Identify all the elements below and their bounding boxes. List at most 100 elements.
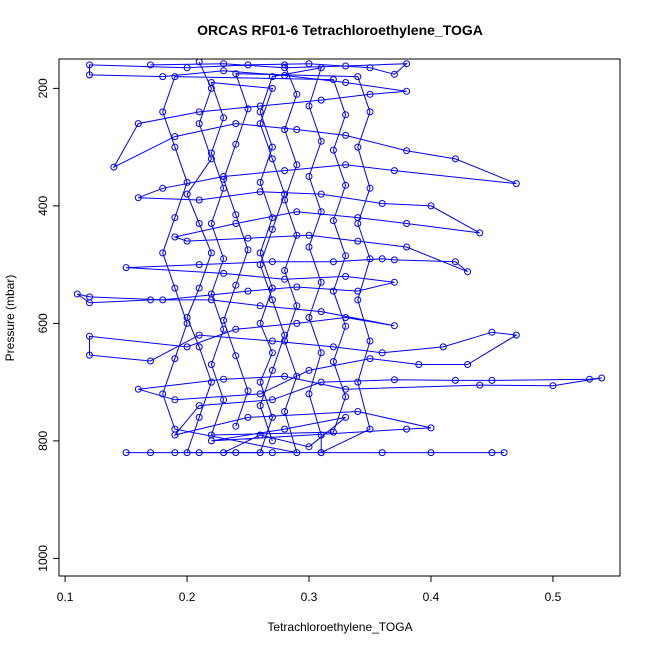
data-point [354, 378, 362, 386]
data-point [232, 281, 240, 289]
data-point [342, 252, 350, 260]
data-point [403, 147, 411, 155]
data-point [171, 143, 179, 151]
data-point [366, 184, 374, 192]
data-point [244, 413, 252, 421]
data-point [293, 126, 301, 133]
data-point [305, 102, 313, 110]
data-point [268, 413, 276, 421]
data-point [134, 120, 142, 128]
data-point [317, 208, 325, 216]
data-point [256, 249, 264, 257]
data-point [268, 84, 276, 92]
data-point [183, 449, 191, 457]
data-point [488, 449, 496, 457]
series-line [186, 61, 371, 454]
data-point [293, 372, 301, 380]
data-point [244, 61, 252, 69]
data-point [195, 343, 203, 351]
data-point [329, 217, 337, 225]
data-point [366, 90, 374, 98]
data-point [366, 355, 374, 363]
data-point [305, 366, 313, 374]
data-point [171, 133, 179, 141]
data-point [86, 61, 93, 69]
data-point [232, 325, 240, 333]
data-point [86, 351, 93, 359]
data-point [464, 361, 472, 368]
data-point [451, 376, 459, 384]
data-point [305, 60, 313, 68]
data-point [317, 190, 325, 198]
data-point [293, 449, 301, 457]
data-point [464, 268, 472, 276]
data-point [390, 167, 398, 175]
data-point [329, 76, 337, 84]
data-point [403, 220, 411, 227]
data-point [293, 90, 301, 98]
data-point [342, 111, 350, 119]
data-point [268, 337, 276, 345]
data-point [171, 284, 179, 292]
data-point [329, 428, 337, 436]
data-point [378, 200, 386, 207]
data-point [268, 258, 276, 266]
data-point [342, 322, 350, 330]
y-tick-label: 200 [36, 78, 50, 98]
data-point [207, 431, 215, 439]
data-point [244, 246, 252, 254]
data-point [512, 331, 520, 339]
data-point [317, 278, 325, 286]
data-point [378, 255, 386, 263]
data-point [256, 319, 264, 327]
data-point [366, 64, 374, 72]
data-point [342, 62, 350, 70]
y-axis-label: Pressure (mbar) [3, 275, 17, 362]
data-point [256, 261, 264, 269]
data-point [220, 396, 228, 404]
data-point [159, 296, 167, 304]
data-point [342, 413, 350, 421]
data-point [220, 255, 228, 263]
data-point [403, 60, 411, 68]
data-point [207, 79, 215, 86]
data-point [598, 374, 606, 382]
data-point [244, 234, 252, 242]
data-point [378, 449, 386, 457]
plot-frame [58, 58, 621, 577]
data-point [147, 296, 154, 304]
data-point [439, 343, 447, 351]
data-point [268, 284, 276, 292]
data-point [220, 269, 228, 277]
data-point [378, 349, 386, 357]
y-tick-label: 800 [36, 431, 50, 451]
data-point [232, 120, 240, 128]
data-point [195, 59, 203, 66]
data-point [256, 120, 264, 128]
series-2 [183, 59, 374, 457]
data-point [317, 449, 325, 457]
data-point [305, 173, 313, 180]
y-tick-label: 600 [36, 313, 50, 333]
data-point [403, 87, 411, 95]
data-point [281, 64, 289, 72]
data-point [268, 296, 276, 304]
data-point [317, 349, 325, 357]
data-point [207, 290, 215, 298]
data-point [220, 184, 228, 192]
y-tick-label: 400 [36, 196, 50, 216]
data-point [268, 73, 276, 81]
series-layer [73, 59, 606, 457]
data-point [256, 378, 264, 386]
data-point [232, 352, 240, 360]
data-point [390, 70, 398, 78]
series-line [162, 64, 347, 454]
data-point [220, 325, 228, 333]
data-point [281, 126, 289, 133]
data-point [207, 249, 215, 257]
data-point [293, 283, 301, 291]
data-point [354, 220, 362, 227]
data-point [390, 256, 398, 264]
data-point [256, 402, 264, 410]
data-point [244, 105, 252, 113]
